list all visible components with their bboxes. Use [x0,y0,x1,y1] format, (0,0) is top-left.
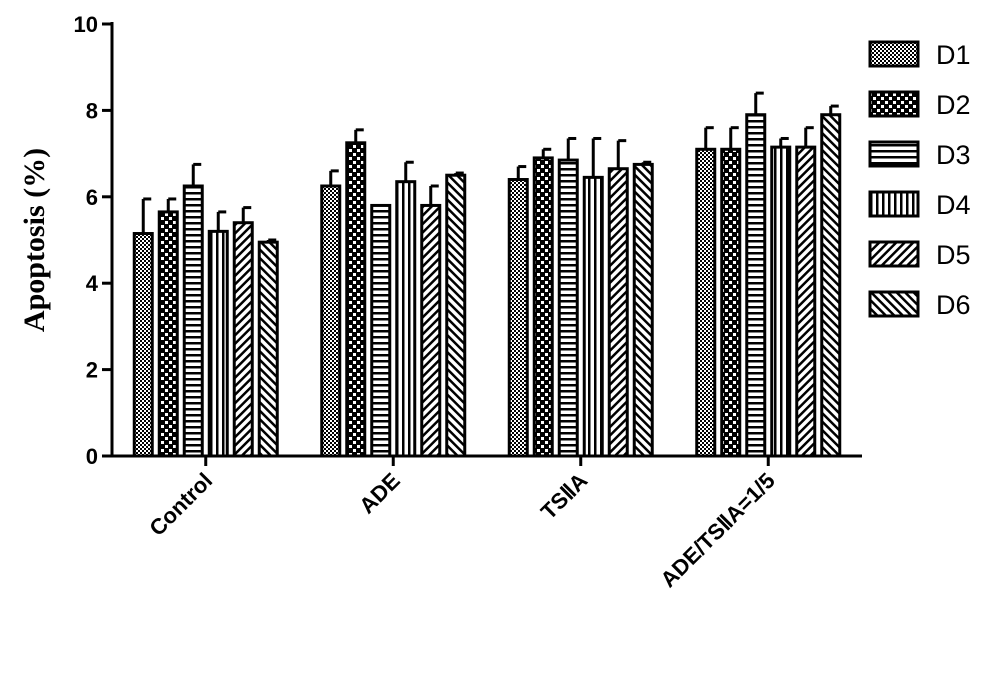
bar-d6-1 [445,173,467,458]
bar-d3-3 [745,113,767,458]
bar-d3-2 [557,158,579,458]
bar-d2-3 [720,147,742,458]
x-tick-label: Control [144,468,217,541]
legend-label-d2: D2 [936,90,971,120]
x-tick-label: ADE [354,468,405,519]
bar-d5-1 [420,203,442,458]
bar-d5-0 [232,221,254,458]
legend-label-d1: D1 [936,40,971,70]
legend-label-d3: D3 [936,140,971,170]
legend-swatch-d5 [868,240,920,268]
bar-d6-0 [257,240,279,458]
bar-d1-3 [695,147,717,458]
x-tick-label: TSⅡA [536,468,593,525]
legend-swatch-d6 [868,290,920,318]
bar-d5-3 [795,145,817,458]
bar-d5-2 [607,167,629,458]
x-ticks: Control ADE TSⅡA ADE/TSⅡA=1/5 [144,456,780,592]
y-axis-label: Apoptosis (%) [18,148,51,332]
bar-d2-0 [157,210,179,458]
bar-d1-0 [132,232,154,458]
legend-label-d6: D6 [936,290,971,320]
y-tick-label: 0 [86,444,98,469]
bar-d1-2 [507,178,529,458]
bar-d3-1 [370,203,392,458]
bar-d1-1 [320,184,342,458]
legend-swatch-d2 [868,90,920,118]
y-tick-label: 4 [86,271,99,296]
bar-d2-2 [532,156,554,458]
y-ticks: 0 2 4 6 8 10 [74,12,112,469]
legend-label-d5: D5 [936,240,971,270]
bar-d2-1 [345,141,367,458]
legend-swatch-d3 [868,140,920,168]
x-tick-label: ADE/TSⅡA=1/5 [655,468,779,592]
bars [132,91,842,458]
bar-d4-1 [395,180,417,458]
y-tick-label: 10 [74,12,98,37]
bar-d4-3 [770,145,792,458]
y-tick-label: 2 [86,358,98,383]
legend-swatch-d4 [868,190,920,218]
bar-d4-0 [207,229,229,458]
bar-d3-0 [182,184,204,458]
legend-label-d4: D4 [936,190,971,220]
legend-swatch-d1 [868,40,920,68]
bar-d6-2 [632,162,654,458]
bar-d4-2 [582,175,604,458]
y-tick-label: 8 [86,98,98,123]
y-tick-label: 6 [86,185,98,210]
bar-d6-3 [820,113,842,458]
legend: D1 D2 D3 D4 D5 D6 [868,40,971,320]
